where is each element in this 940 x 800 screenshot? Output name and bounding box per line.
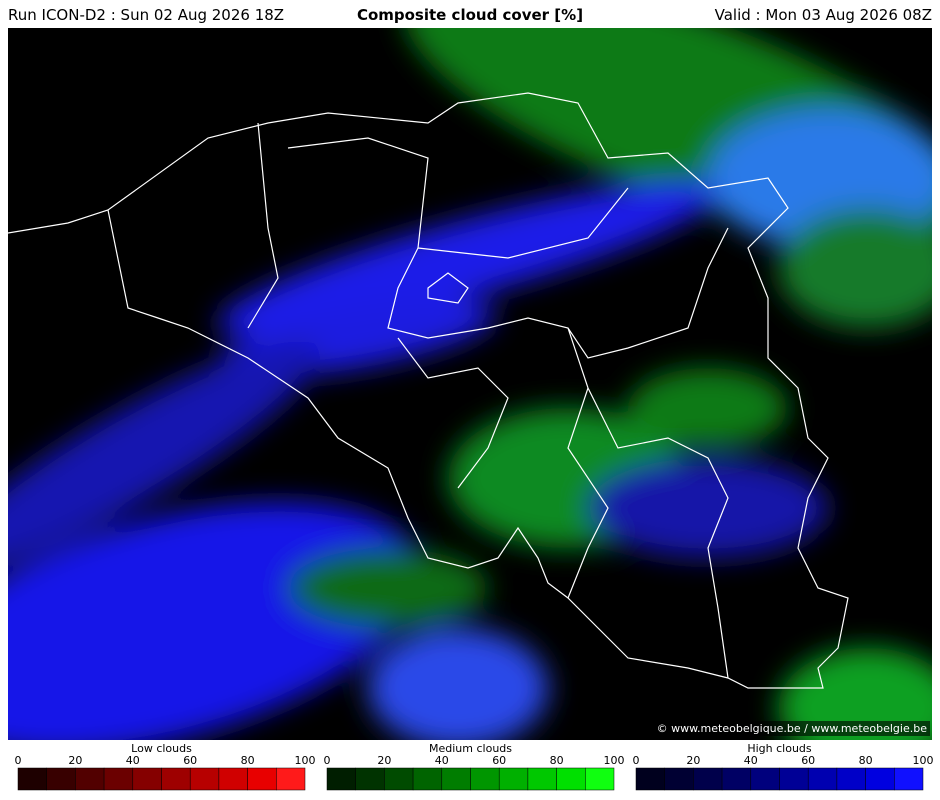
borders xyxy=(8,92,849,689)
colorbar-tick-label: 100 xyxy=(913,754,934,767)
copyright: © www.meteobelgique.be / www.meteobelgie… xyxy=(653,721,930,736)
colorbar-segment xyxy=(161,767,191,791)
colorbar-segment xyxy=(498,767,529,791)
colorbar-tick-label: 80 xyxy=(550,754,564,767)
colorbar-tick-label: 60 xyxy=(183,754,197,767)
colorbar-label: Medium clouds xyxy=(429,742,512,755)
colorbar-segment xyxy=(75,767,105,791)
colorbar-tick-label: 0 xyxy=(324,754,331,767)
colorbar-segment xyxy=(664,767,694,791)
colorbar-segment xyxy=(894,767,924,791)
map xyxy=(8,28,932,740)
colorbar-segment xyxy=(693,767,723,791)
colorbar-segment xyxy=(17,767,47,791)
colorbar-segment xyxy=(247,767,277,791)
colorbar-tick-label: 100 xyxy=(604,754,625,767)
colorbar-tick-label: 60 xyxy=(801,754,815,767)
colorbar-segment xyxy=(326,767,356,791)
colorbar-segment xyxy=(750,767,780,791)
colorbar-tick-label: 80 xyxy=(859,754,873,767)
colorbar-segment xyxy=(218,767,248,791)
colorbar-segment xyxy=(635,767,665,791)
colorbar-tick-label: 100 xyxy=(295,754,316,767)
colorbar-tick-label: 0 xyxy=(15,754,22,767)
colorbar-segment xyxy=(355,767,385,791)
colorbar-segment xyxy=(132,767,162,791)
run-time: Run ICON-D2 : Sun 02 Aug 2026 18Z xyxy=(8,6,285,24)
colorbar-segment xyxy=(441,767,471,791)
colorbar-tick-label: 20 xyxy=(686,754,700,767)
colorbar-segment xyxy=(585,767,615,791)
valid-time: Valid : Mon 03 Aug 2026 08Z xyxy=(714,6,932,24)
colorbar-segment xyxy=(865,767,895,791)
colorbar-tick-label: 60 xyxy=(492,754,506,767)
colorbar-segment xyxy=(779,767,809,791)
colorbar-tick-label: 40 xyxy=(744,754,758,767)
colorbar-segment xyxy=(807,767,838,791)
colorbar-tick-label: 40 xyxy=(126,754,140,767)
colorbar-label: High clouds xyxy=(747,742,812,755)
title: Composite cloud cover [%] xyxy=(356,6,584,24)
colorbar-segment xyxy=(189,767,220,791)
colorbar-label: Low clouds xyxy=(131,742,192,755)
colorbar-segment xyxy=(384,767,414,791)
colorbar-segment xyxy=(836,767,866,791)
colorbar-tick-label: 0 xyxy=(633,754,640,767)
colorbar-segment xyxy=(412,767,443,791)
colorbar-segment xyxy=(721,767,752,791)
colorbar-tick-label: 40 xyxy=(435,754,449,767)
colorbar-segment xyxy=(470,767,500,791)
colorbar-segment xyxy=(527,767,557,791)
colorbar-tick-label: 20 xyxy=(68,754,82,767)
colorbar-segment xyxy=(276,767,306,791)
colorbar-tick-label: 20 xyxy=(377,754,391,767)
colorbar-segment xyxy=(46,767,76,791)
colorbar-segment xyxy=(103,767,134,791)
colorbar-segment xyxy=(556,767,586,791)
colorbar-tick-label: 80 xyxy=(241,754,255,767)
colorbars: Low clouds 0 20 40 60 80 100 Medium clouds 0 20 40… xyxy=(15,742,934,791)
